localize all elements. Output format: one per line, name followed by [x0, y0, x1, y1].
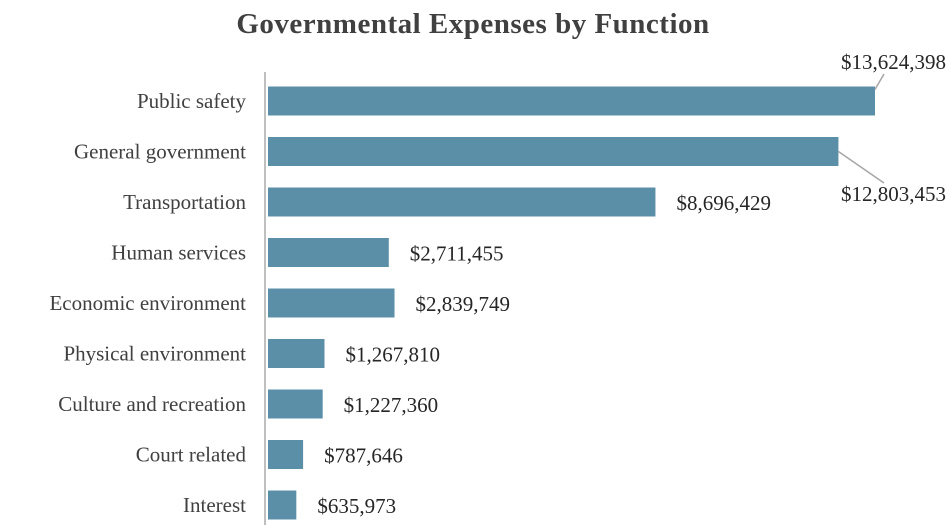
- value-label: $787,646: [324, 444, 403, 468]
- value-label: $1,227,360: [344, 393, 439, 417]
- category-label: Interest: [183, 493, 246, 517]
- leader-line: [874, 73, 885, 90]
- bar: [268, 490, 297, 520]
- bar: [268, 137, 839, 166]
- chart-title: Governmental Expenses by Function: [236, 8, 709, 40]
- bar: [268, 389, 323, 419]
- category-label: Court related: [136, 443, 247, 467]
- value-label: $1,267,810: [345, 343, 440, 367]
- value-label: $2,839,749: [416, 292, 511, 316]
- value-label: $13,624,398: [841, 50, 946, 74]
- bar: [268, 440, 304, 469]
- value-label: $12,803,453: [841, 182, 946, 206]
- bar: [268, 238, 389, 267]
- category-label: Culture and recreation: [58, 392, 246, 416]
- leader-line: [837, 150, 885, 184]
- category-label: Transportation: [123, 190, 246, 214]
- value-label: $8,696,429: [676, 191, 771, 215]
- category-label: Human services: [111, 241, 246, 265]
- category-label: Physical environment: [63, 342, 246, 366]
- category-label: General government: [74, 140, 246, 164]
- bar: [268, 288, 395, 318]
- category-label: Economic environment: [49, 291, 246, 315]
- value-label: $2,711,455: [410, 242, 504, 266]
- category-label: Public safety: [137, 89, 247, 113]
- value-label: $635,973: [317, 494, 396, 518]
- bar: [268, 339, 325, 368]
- bar: [268, 86, 875, 116]
- bar: [268, 187, 656, 217]
- plot-area: Public safety $13,624,398 General governme…: [49, 50, 946, 520]
